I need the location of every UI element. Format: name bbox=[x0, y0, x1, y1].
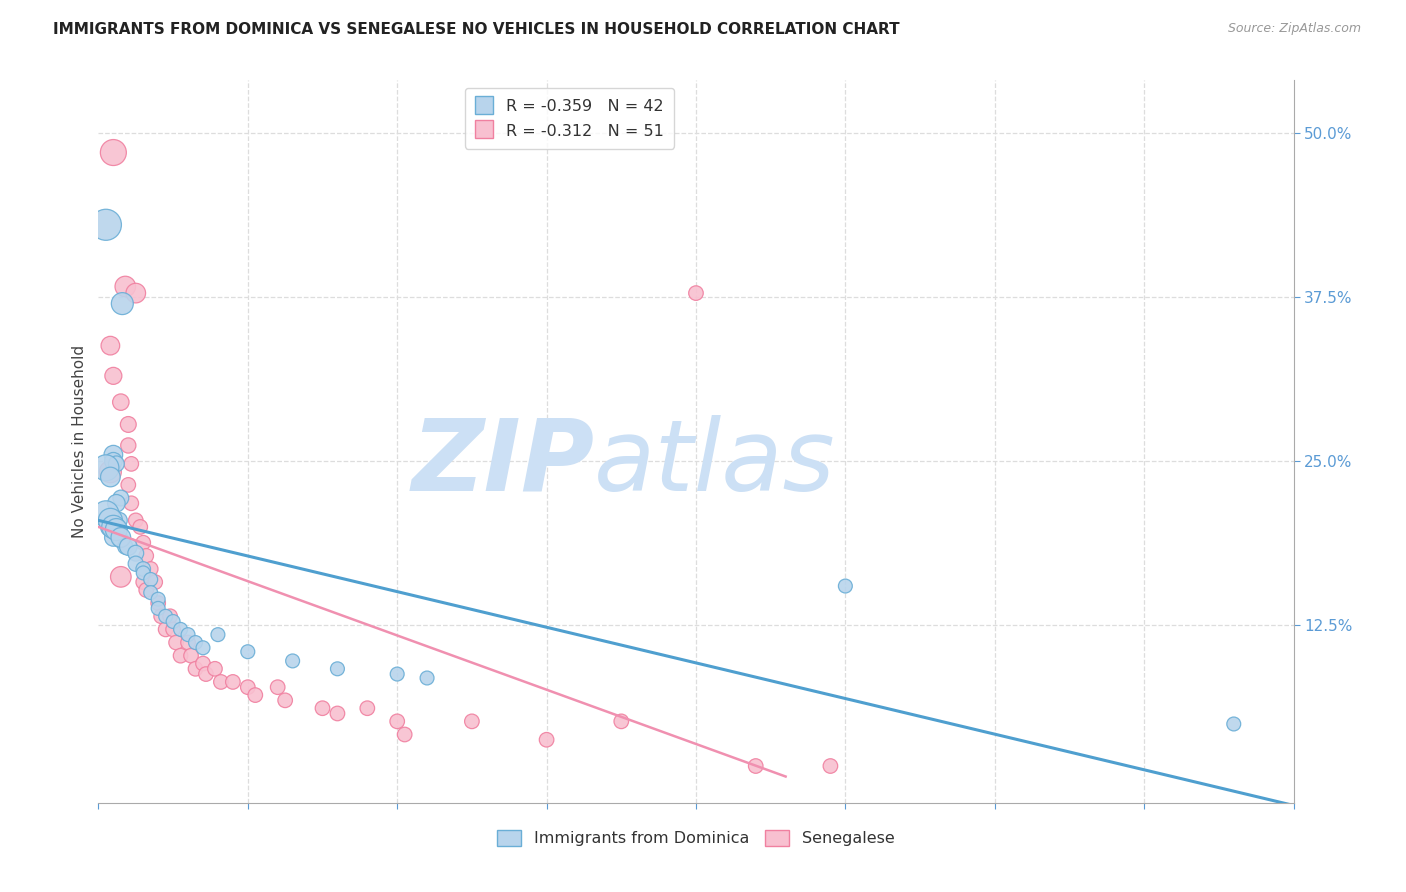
Point bbox=[103, 531, 125, 545]
Point bbox=[110, 491, 132, 505]
Point bbox=[111, 296, 134, 310]
Point bbox=[150, 609, 173, 624]
Point bbox=[148, 592, 170, 607]
Point bbox=[177, 627, 200, 641]
Point bbox=[103, 368, 125, 383]
Point bbox=[114, 279, 136, 293]
Text: atlas: atlas bbox=[595, 415, 837, 512]
Y-axis label: No Vehicles in Household: No Vehicles in Household bbox=[72, 345, 87, 538]
Point bbox=[356, 701, 378, 715]
Text: Source: ZipAtlas.com: Source: ZipAtlas.com bbox=[1227, 22, 1361, 36]
Point bbox=[94, 460, 117, 475]
Point bbox=[148, 596, 170, 610]
Point bbox=[139, 585, 162, 599]
Point bbox=[132, 566, 155, 580]
Point bbox=[326, 706, 349, 721]
Point bbox=[745, 759, 768, 773]
Point bbox=[274, 693, 297, 707]
Point bbox=[184, 662, 207, 676]
Point bbox=[267, 680, 290, 694]
Point bbox=[117, 540, 139, 554]
Point bbox=[103, 520, 125, 534]
Point bbox=[416, 671, 439, 685]
Point bbox=[103, 448, 125, 462]
Point bbox=[461, 714, 484, 729]
Point bbox=[180, 648, 202, 663]
Point bbox=[139, 562, 162, 576]
Point bbox=[129, 520, 152, 534]
Point bbox=[394, 727, 416, 741]
Point bbox=[114, 540, 136, 554]
Point bbox=[834, 579, 856, 593]
Point bbox=[120, 496, 142, 510]
Point bbox=[125, 557, 148, 571]
Point bbox=[110, 533, 132, 547]
Point bbox=[103, 145, 125, 160]
Point bbox=[184, 635, 207, 649]
Point bbox=[222, 675, 245, 690]
Point bbox=[120, 457, 142, 471]
Point bbox=[191, 657, 214, 671]
Text: IMMIGRANTS FROM DOMINICA VS SENEGALESE NO VEHICLES IN HOUSEHOLD CORRELATION CHAR: IMMIGRANTS FROM DOMINICA VS SENEGALESE N… bbox=[53, 22, 900, 37]
Point bbox=[105, 457, 128, 471]
Text: ZIP: ZIP bbox=[412, 415, 595, 512]
Point bbox=[132, 535, 155, 549]
Point bbox=[135, 582, 157, 597]
Point bbox=[103, 454, 125, 468]
Point bbox=[536, 732, 558, 747]
Point bbox=[135, 549, 157, 563]
Point bbox=[162, 623, 184, 637]
Point bbox=[105, 496, 128, 510]
Point bbox=[98, 465, 122, 479]
Point bbox=[132, 575, 155, 590]
Point bbox=[191, 640, 214, 655]
Point bbox=[117, 417, 139, 432]
Point bbox=[385, 667, 409, 681]
Point bbox=[125, 513, 148, 527]
Point bbox=[108, 513, 131, 527]
Point bbox=[820, 759, 842, 773]
Point bbox=[177, 635, 200, 649]
Point bbox=[610, 714, 633, 729]
Point bbox=[311, 701, 333, 715]
Point bbox=[165, 635, 187, 649]
Point bbox=[132, 562, 155, 576]
Point bbox=[209, 675, 232, 690]
Point bbox=[148, 601, 170, 615]
Point bbox=[117, 438, 139, 452]
Point bbox=[169, 648, 191, 663]
Point bbox=[110, 531, 132, 545]
Point bbox=[94, 218, 117, 232]
Point bbox=[159, 609, 181, 624]
Point bbox=[169, 623, 191, 637]
Point bbox=[94, 507, 117, 521]
Point bbox=[162, 615, 184, 629]
Point bbox=[155, 609, 177, 624]
Point bbox=[245, 688, 267, 702]
Point bbox=[98, 513, 122, 527]
Point bbox=[281, 654, 304, 668]
Point bbox=[685, 286, 707, 301]
Point bbox=[105, 523, 128, 537]
Point bbox=[139, 573, 162, 587]
Point bbox=[155, 623, 177, 637]
Point bbox=[98, 470, 122, 484]
Point bbox=[326, 662, 349, 676]
Point bbox=[204, 662, 226, 676]
Point bbox=[1223, 717, 1246, 731]
Point bbox=[236, 645, 259, 659]
Point bbox=[125, 286, 148, 301]
Point bbox=[125, 546, 148, 560]
Point bbox=[195, 667, 218, 681]
Point bbox=[98, 520, 122, 534]
Point bbox=[110, 570, 132, 584]
Point bbox=[143, 575, 166, 590]
Legend: Immigrants from Dominica, Senegalese: Immigrants from Dominica, Senegalese bbox=[491, 823, 901, 853]
Point bbox=[117, 478, 139, 492]
Point bbox=[98, 338, 122, 352]
Point bbox=[385, 714, 409, 729]
Point bbox=[110, 395, 132, 409]
Point bbox=[236, 680, 259, 694]
Point bbox=[207, 627, 229, 641]
